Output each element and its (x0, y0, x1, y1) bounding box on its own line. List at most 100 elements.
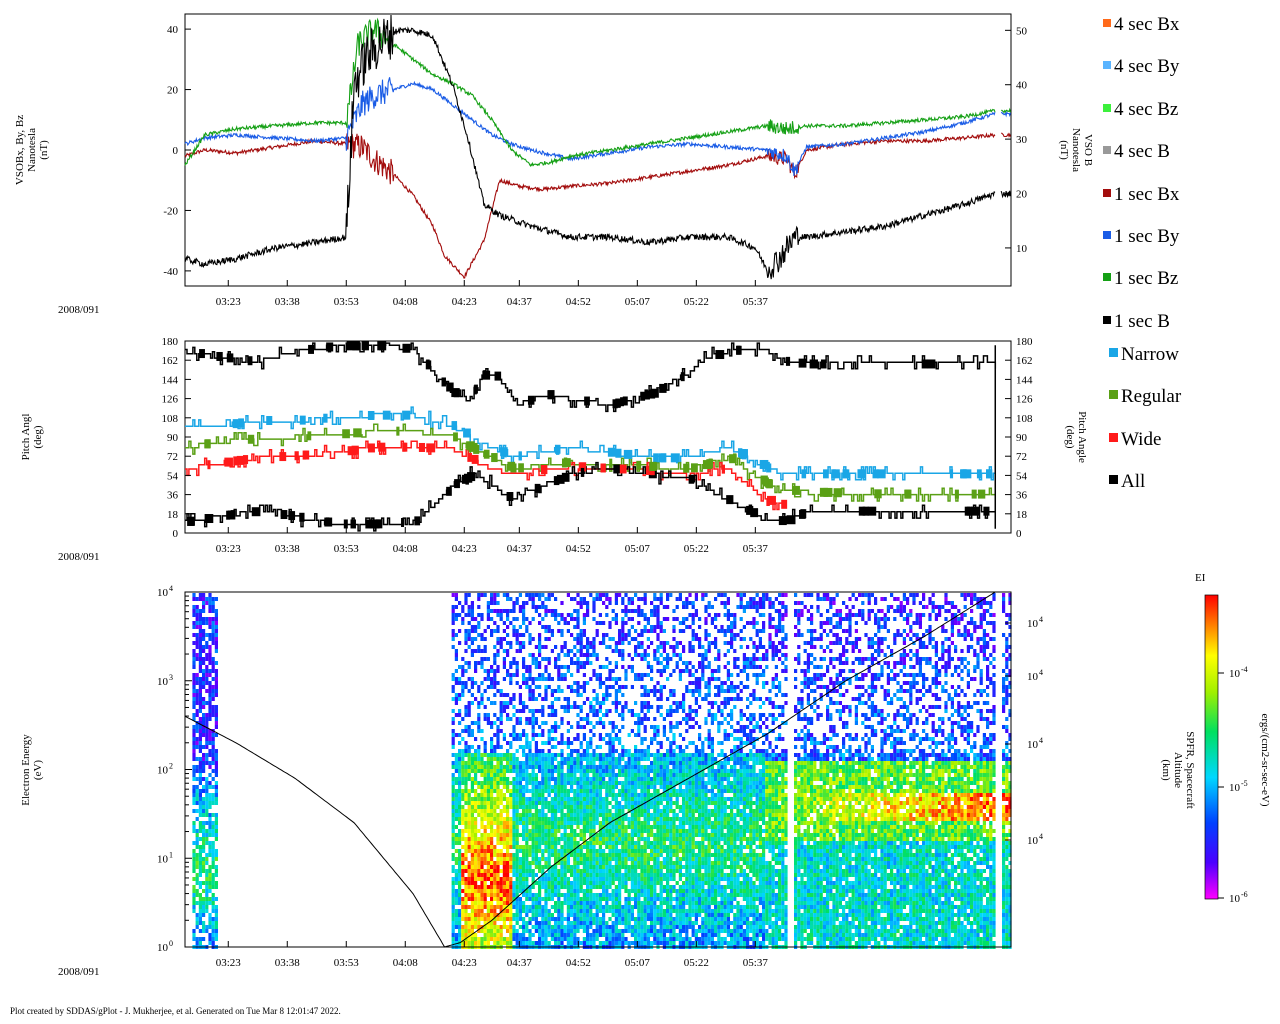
pitch-data-block (986, 469, 991, 479)
spectrogram-cell (589, 833, 593, 837)
spectrogram-cell (477, 901, 481, 905)
spectrogram-cell (634, 757, 638, 761)
spectrogram-cell (208, 733, 212, 737)
spectrogram-cell (499, 849, 503, 853)
spectrogram-cell (614, 613, 618, 617)
spectrogram-cell (205, 889, 209, 893)
spectrogram-cell (534, 913, 538, 917)
spectrogram-cell (634, 921, 638, 925)
spectrogram-cell (656, 749, 660, 753)
spectrogram-cell (602, 857, 606, 861)
spectrogram-cell (618, 825, 622, 829)
spectrogram-cell (563, 641, 567, 645)
spectrogram-cell (490, 737, 494, 741)
spectrogram-cell (509, 865, 513, 869)
spectrogram-cell (208, 673, 212, 677)
spectrogram-cell (621, 873, 625, 877)
spectrogram-cell (486, 825, 490, 829)
spectrogram-cell (451, 645, 455, 649)
spectrogram-cell (522, 793, 526, 797)
spectrogram-cell (506, 901, 510, 905)
spectrogram-cell (483, 689, 487, 693)
spectrogram-cell (611, 913, 615, 917)
spectrogram-cell (618, 753, 622, 757)
spectrogram-cell (643, 757, 647, 761)
spectrogram-cell (646, 833, 650, 837)
spectrogram-cell (595, 933, 599, 937)
spectrogram-cell (579, 785, 583, 789)
spectrogram-cell (202, 825, 206, 829)
spectrogram-cell (592, 773, 596, 777)
spectrogram-cell (208, 617, 212, 621)
spectrogram-cell (640, 789, 644, 793)
spectrogram-cell (595, 673, 599, 677)
spectrogram-cell (208, 881, 212, 885)
spectrogram-cell (192, 877, 196, 881)
spectrogram-cell (570, 821, 574, 825)
pitch-data-block (842, 469, 850, 479)
spectrogram-cell (461, 829, 465, 833)
spectrogram-cell (477, 613, 481, 617)
pitch-data-block (491, 453, 498, 463)
spectrogram-cell (598, 873, 602, 877)
pitch-data-block (342, 429, 350, 439)
spectrogram-cell (566, 917, 570, 921)
spectrogram-cell (496, 737, 500, 741)
spectrogram-cell (506, 797, 510, 801)
spectrogram-cell (534, 821, 538, 825)
spectrogram-cell (454, 761, 458, 765)
spectrogram-cell (531, 857, 535, 861)
spectrogram-cell (454, 841, 458, 845)
spectrogram-cell (515, 921, 519, 925)
spectrogram-cell (214, 769, 218, 773)
spectrogram-cell (464, 777, 468, 781)
spectrogram-cell (563, 797, 567, 801)
spectrogram-cell (640, 677, 644, 681)
spectrogram-cell (630, 869, 634, 873)
spectrogram-cell (195, 621, 199, 625)
spectrogram-cell (467, 845, 471, 849)
pitch-data-block (623, 449, 633, 459)
spectrogram-cell (611, 825, 615, 829)
spectrogram-cell (454, 617, 458, 621)
spectrogram-cell (208, 889, 212, 893)
spectrogram-cell (515, 933, 519, 937)
spectrogram-cell (634, 793, 638, 797)
spectrogram-cell (602, 621, 606, 625)
spectrogram-cell (630, 897, 634, 901)
pitch-data-block (454, 479, 460, 489)
spectrogram-cell (611, 761, 615, 765)
spectrogram-cell (512, 937, 516, 941)
spectrogram-cell (634, 905, 638, 909)
spectrogram-cell (192, 853, 196, 857)
spectrogram-cell (653, 873, 657, 877)
spectrogram-cell (614, 861, 618, 865)
spectrogram-cell (506, 785, 510, 789)
spectrogram-cell (547, 685, 551, 689)
spectrogram-cell (608, 765, 612, 769)
spectrogram-cell (582, 905, 586, 909)
spectrogram-cell (493, 645, 497, 649)
spectrogram-cell (531, 813, 535, 817)
spectrogram-cell (656, 877, 660, 881)
spectrogram-cell (458, 901, 462, 905)
spectrogram-cell (653, 629, 657, 633)
spectrogram-cell (618, 885, 622, 889)
spectrogram-cell (595, 797, 599, 801)
spectrogram-cell (502, 889, 506, 893)
spectrogram-cell (490, 865, 494, 869)
spectrogram-cell (451, 853, 455, 857)
spectrogram-cell (192, 653, 196, 657)
spectrogram-cell (656, 661, 660, 665)
spectrogram-cell (614, 681, 618, 685)
spectrogram-cell (621, 601, 625, 605)
spectrogram-cell (614, 689, 618, 693)
spectrogram-cell (502, 885, 506, 889)
spectrogram-cell (650, 629, 654, 633)
spectrogram-cell (624, 925, 628, 929)
spectrogram-cell (506, 829, 510, 833)
spectrogram-cell (477, 849, 481, 853)
spectrogram-cell (611, 881, 615, 885)
spectrogram-cell (611, 793, 615, 797)
spectrogram-cell (198, 901, 202, 905)
